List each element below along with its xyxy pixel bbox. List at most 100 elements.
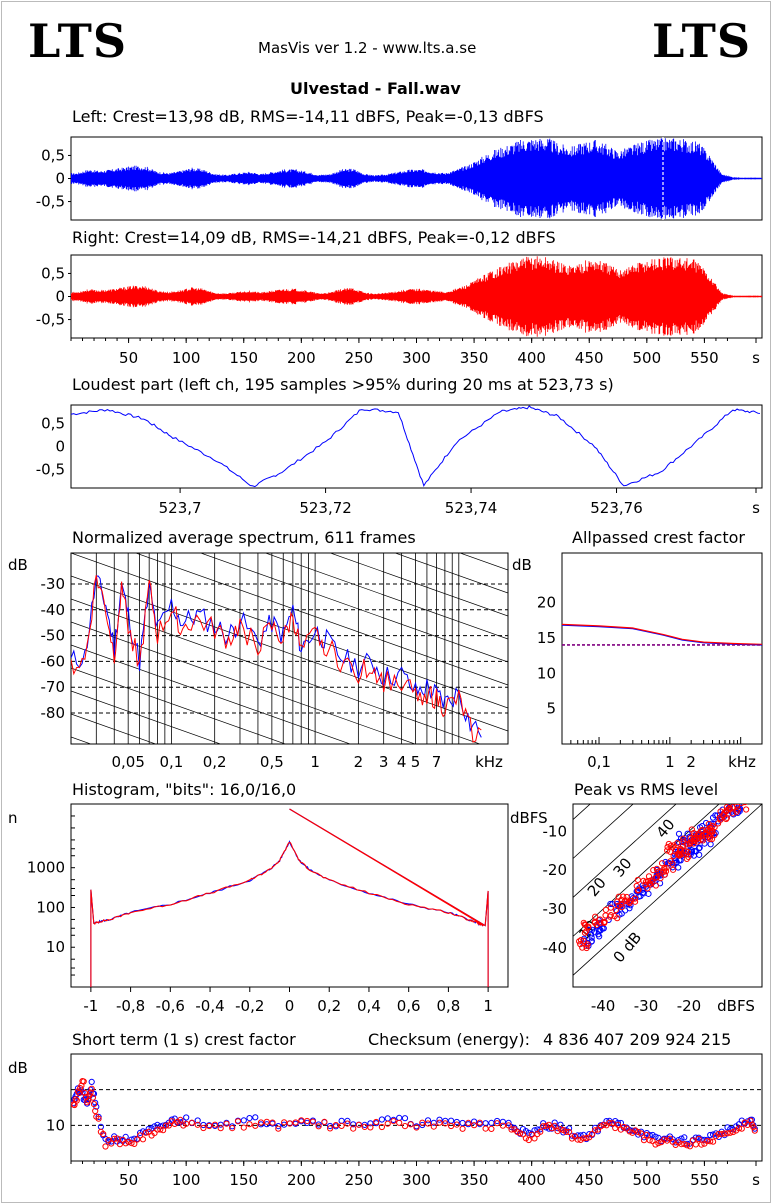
peakrms-point (634, 876, 642, 884)
allpass-ytick-label: 20 (537, 594, 556, 612)
shortcrest-point (525, 1136, 532, 1144)
peakrms-point (661, 866, 668, 873)
spectrum-slope (71, 300, 508, 455)
shortcrest-point (580, 1135, 587, 1142)
spectrum-slope (71, 829, 508, 984)
loudest-xtick-label: s (752, 499, 760, 517)
peakrms-point (631, 898, 639, 905)
shortcrest-point (177, 1116, 184, 1124)
peakrms-point (744, 796, 749, 801)
peakrms-point (742, 804, 748, 806)
spectrum-slope (71, 667, 287, 744)
spectrum-slope (71, 346, 508, 501)
peakrms-point (696, 844, 703, 851)
right-xtick-label: 550 (690, 349, 719, 367)
shortcrest-xtick-label: s (752, 1171, 760, 1189)
shortcrest-point (721, 1130, 728, 1137)
peakrms-point (596, 916, 604, 923)
left-title: Left: Crest=13,98 dB, RMS=-14,11 dBFS, P… (72, 107, 544, 126)
shortcrest-point (350, 1121, 357, 1128)
shortcrest-point (448, 1122, 455, 1130)
shortcrest-xtick-label: 250 (345, 1171, 374, 1189)
shortcrest-point (89, 1094, 97, 1101)
shortcrest-point (88, 1078, 95, 1086)
peakrms-point (663, 864, 670, 871)
peakrms-point (734, 806, 741, 813)
shortcrest-point (505, 1122, 512, 1129)
histogram-xtick-label: 0,6 (397, 997, 421, 1015)
right-xtick-label: 100 (172, 349, 201, 367)
shortcrest-point (551, 1119, 558, 1126)
spectrum-xtick-label: 5 (411, 753, 421, 771)
histogram-xtick-label: -0,8 (116, 997, 145, 1015)
shortcrest-point (517, 1130, 524, 1137)
shortcrest-xtick-label: 200 (287, 1171, 316, 1189)
left-ytick-label: 0,5 (41, 146, 65, 164)
shortcrest-point (505, 1119, 512, 1126)
shortcrest-point (252, 1114, 259, 1121)
file-title: Ulvestad - Fall.wav (290, 79, 461, 98)
shortcrest-point (137, 1132, 144, 1139)
shortcrest-point (100, 1130, 107, 1138)
peakrms-point (734, 804, 740, 806)
shortcrest-point (459, 1119, 466, 1127)
shortcrest-point (137, 1129, 144, 1137)
loudest-ytick-label: 0 (55, 438, 65, 456)
peakrms-point (698, 833, 706, 840)
shortcrest-point (499, 1118, 506, 1125)
spectrum-xtick-label: 3 (379, 753, 389, 771)
right-xtick-label: 400 (517, 349, 546, 367)
shortcrest-point (635, 1128, 642, 1136)
allpass-frame (561, 552, 763, 745)
shortcrest-point (695, 1135, 702, 1143)
peakrms-point (723, 804, 730, 811)
histogram-xtick-label: 0 (285, 997, 295, 1015)
peakrms-point (680, 835, 687, 842)
spectrum-title: Normalized average spectrum, 611 frames (72, 528, 416, 547)
shortcrest-point (459, 1125, 466, 1132)
peakrms-point (653, 874, 661, 881)
spectrum-slope (71, 852, 508, 1007)
shortcrest-point (246, 1115, 253, 1122)
shortcrest-point (735, 1125, 743, 1132)
peakrms-point (739, 804, 742, 805)
shortcrest-point (614, 1119, 622, 1127)
shortcrest-point (471, 1122, 478, 1129)
shortcrest-point (661, 1136, 668, 1143)
shortcrest-xtick-label: 300 (402, 1171, 431, 1189)
shortcrest-point (557, 1126, 564, 1133)
peakrms-ytick-label: -20 (543, 861, 568, 879)
peakrms-point (583, 944, 590, 952)
shortcrest-point (678, 1141, 685, 1148)
peakrms-point (667, 858, 674, 865)
shortcrest-xtick-label: 350 (460, 1171, 489, 1189)
loudest-line (71, 405, 760, 488)
histogram-ytick-label: 10 (46, 938, 65, 956)
peakrms-diagonal-label: 30 (610, 854, 636, 880)
peakrms-point (623, 893, 630, 901)
spectrum-xtick-label: 0,05 (111, 753, 144, 771)
shortcrest-point (315, 1121, 322, 1128)
peakrms-xtick-label: -20 (677, 997, 702, 1015)
histogram-title: Histogram, "bits": 16,0/16,0 (72, 780, 297, 799)
shortcrest-point (88, 1085, 95, 1092)
shortcrest-point (430, 1123, 437, 1130)
loudest-xtick-label: 523,7 (159, 499, 202, 517)
histogram-frame (70, 803, 509, 988)
peakrms-point (688, 826, 695, 833)
shortcrest-point (292, 1119, 299, 1126)
shortcrest-point (281, 1121, 288, 1128)
peakrms-point (706, 835, 713, 843)
shortcrest-point (448, 1117, 455, 1124)
logo-right: LTS (652, 14, 752, 68)
spectrum-xtick-label: 1 (310, 753, 320, 771)
loudest-xtick-label: 523,72 (299, 499, 352, 517)
loudest-ytick-label: 0,5 (41, 414, 65, 432)
spectrum-slope (71, 392, 508, 547)
shortcrest-point (436, 1119, 443, 1126)
checksum-value: 4 836 407 209 924 215 (543, 1030, 732, 1049)
shortcrest-point (229, 1125, 236, 1132)
shortcrest-point (304, 1119, 311, 1127)
shortcrest-point (640, 1137, 648, 1144)
peakrms-point (678, 851, 685, 858)
